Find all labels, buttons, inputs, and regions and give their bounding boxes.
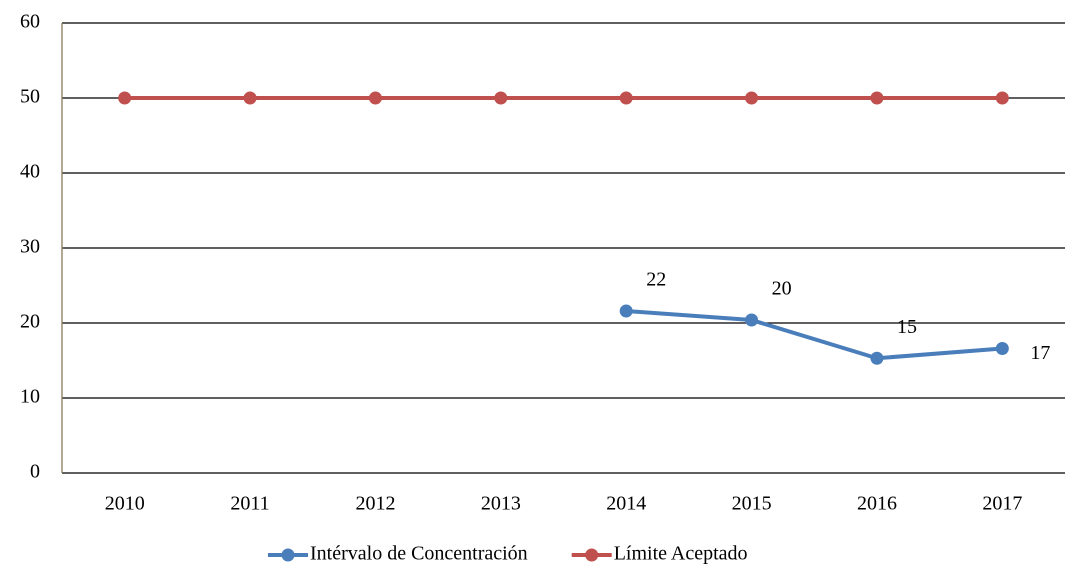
data-point (243, 91, 257, 105)
data-label: 20 (772, 278, 792, 300)
x-tick-label: 2014 (606, 493, 646, 515)
x-tick-label: 2012 (355, 493, 395, 515)
series-line (626, 309, 1003, 361)
data-point (619, 91, 633, 105)
x-tick-label: 2013 (481, 493, 521, 515)
y-tick-label: 20 (20, 311, 40, 333)
data-point (118, 91, 132, 105)
y-tick-label: 40 (20, 161, 40, 183)
x-tick-label: 2017 (982, 493, 1022, 515)
y-tick-label: 0 (30, 461, 40, 483)
data-label: 22 (646, 269, 666, 291)
x-tick-label: 2016 (857, 493, 897, 515)
data-point (870, 351, 884, 365)
data-label: 15 (897, 316, 917, 338)
data-point (870, 91, 884, 105)
x-tick-label: 2010 (105, 493, 145, 515)
legend-label: Intérvalo de Concentración (310, 543, 528, 565)
y-tick-label: 10 (20, 386, 40, 408)
x-tick-label: 2011 (230, 493, 269, 515)
y-tick-label: 60 (20, 11, 40, 33)
y-tick-label: 30 (20, 236, 40, 258)
data-point (995, 342, 1009, 355)
y-tick-label: 50 (20, 86, 40, 108)
data-point (619, 304, 633, 318)
data-point (745, 91, 759, 105)
data-label: 17 (1030, 342, 1050, 364)
data-point (745, 313, 759, 327)
legend-marker (281, 548, 295, 562)
data-point (368, 91, 382, 105)
x-tick-label: 2015 (732, 493, 772, 515)
data-point (494, 91, 508, 105)
legend-label: Límite Aceptado (614, 543, 748, 565)
legend-marker (585, 548, 599, 562)
data-point (995, 91, 1009, 105)
